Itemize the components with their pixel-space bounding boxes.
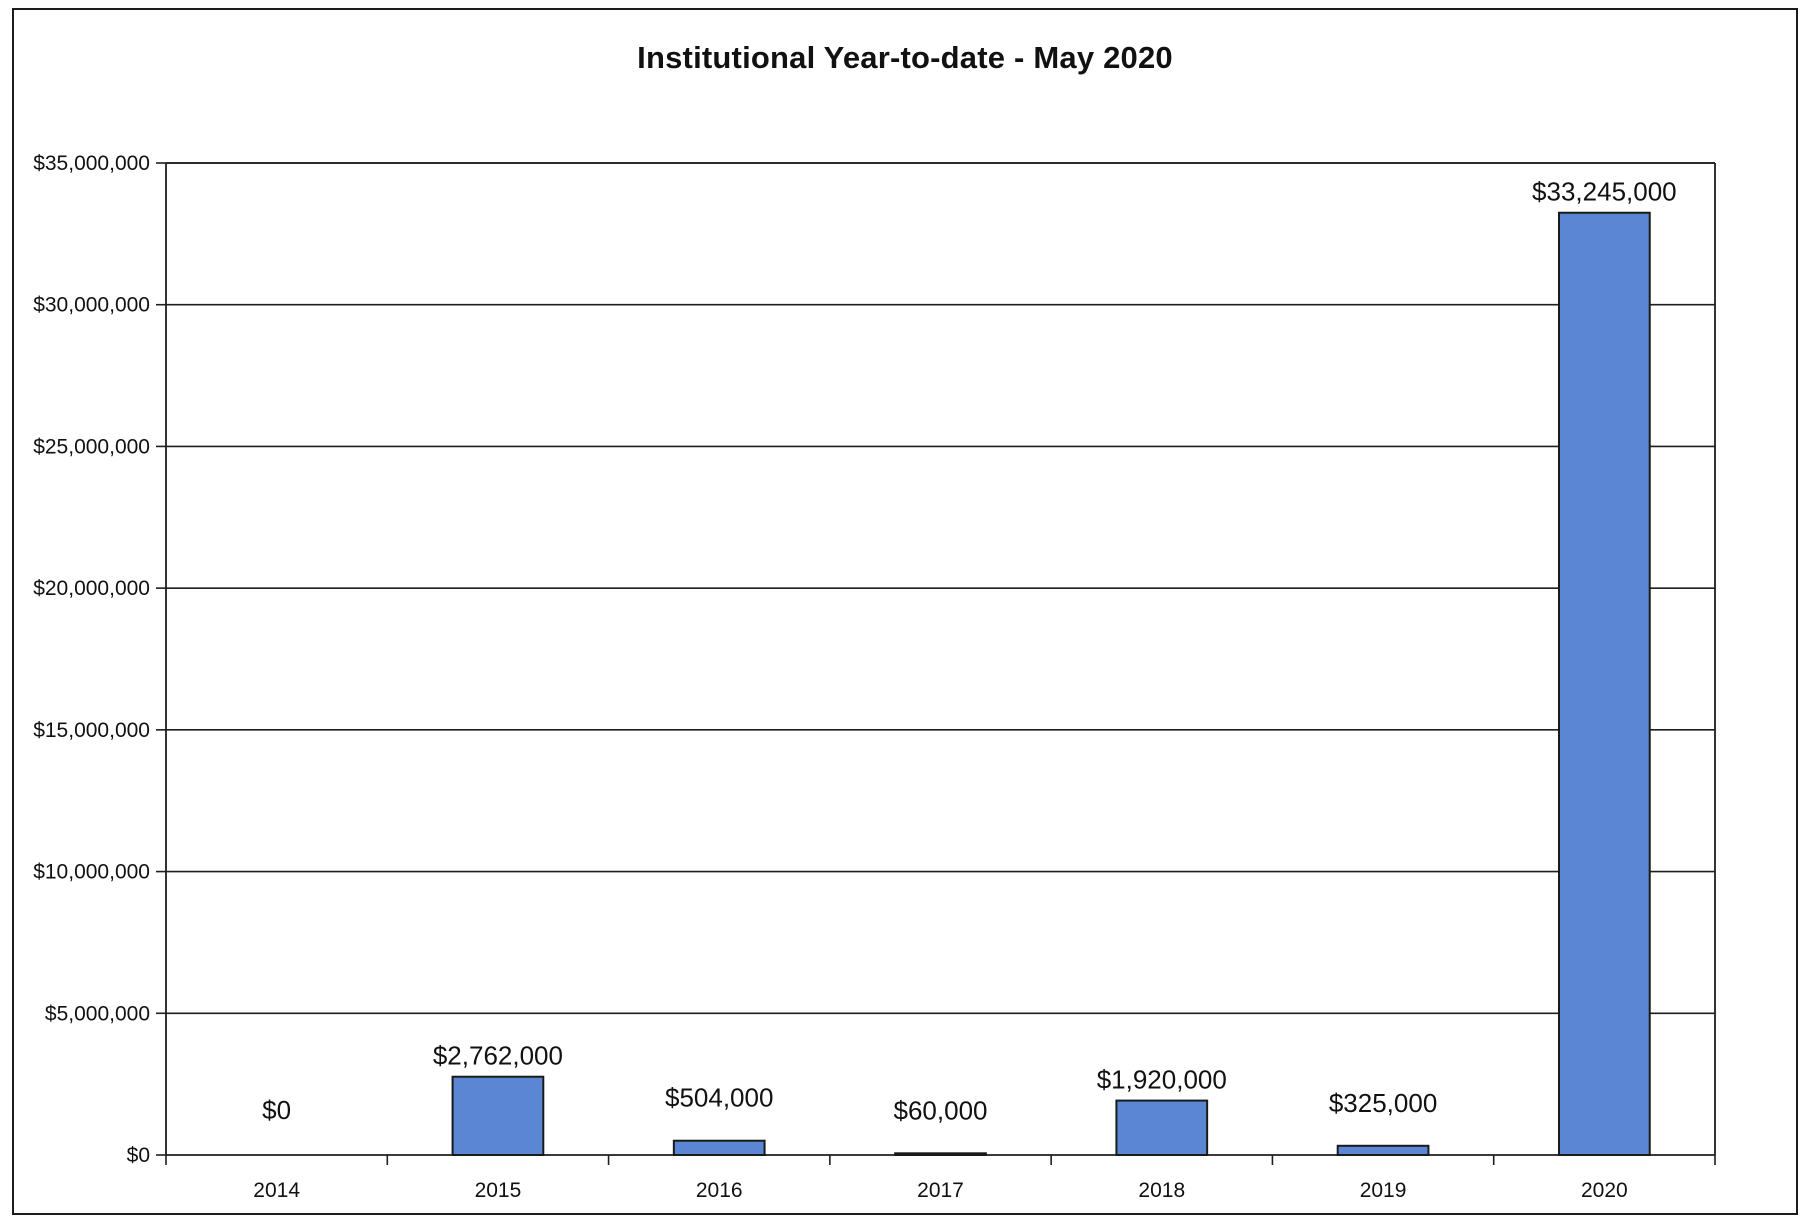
bar-2019 bbox=[1336, 1144, 1430, 1157]
data-label-2017: $60,000 bbox=[894, 1095, 988, 1125]
data-label-2019: $325,000 bbox=[1329, 1088, 1437, 1118]
x-tick-label-2017: 2017 bbox=[917, 1179, 964, 1202]
x-tick-label-2018: 2018 bbox=[1138, 1179, 1185, 1202]
bar-2020 bbox=[1557, 211, 1651, 1157]
data-label-2020: $33,245,000 bbox=[1532, 177, 1677, 207]
y-tick-label: $15,000,000 bbox=[33, 719, 150, 742]
data-label-2016: $504,000 bbox=[665, 1083, 773, 1113]
x-tick-label-2014: 2014 bbox=[253, 1179, 300, 1202]
y-tick-label: $5,000,000 bbox=[45, 1002, 150, 1025]
x-tick-label-2020: 2020 bbox=[1581, 1179, 1628, 1202]
y-tick-label: $10,000,000 bbox=[33, 861, 150, 884]
bar-2018 bbox=[1115, 1099, 1209, 1156]
bar-2016 bbox=[672, 1139, 766, 1157]
chart-title: Institutional Year-to-date - May 2020 bbox=[637, 40, 1173, 75]
data-label-2018: $1,920,000 bbox=[1097, 1065, 1227, 1095]
y-tick-label: $20,000,000 bbox=[33, 577, 150, 600]
bar-2015 bbox=[451, 1075, 545, 1157]
y-tick-label: $35,000,000 bbox=[33, 152, 150, 175]
x-tick-label-2016: 2016 bbox=[696, 1179, 743, 1202]
x-tick-label-2015: 2015 bbox=[475, 1179, 522, 1202]
bar-2017 bbox=[894, 1152, 987, 1157]
y-tick-label: $0 bbox=[127, 1144, 150, 1167]
data-label-2014: $0 bbox=[262, 1095, 291, 1125]
y-tick-label: $25,000,000 bbox=[33, 435, 150, 458]
y-tick-label: $30,000,000 bbox=[33, 294, 150, 317]
x-tick-label-2019: 2019 bbox=[1360, 1179, 1407, 1202]
data-label-2015: $2,762,000 bbox=[433, 1041, 563, 1071]
